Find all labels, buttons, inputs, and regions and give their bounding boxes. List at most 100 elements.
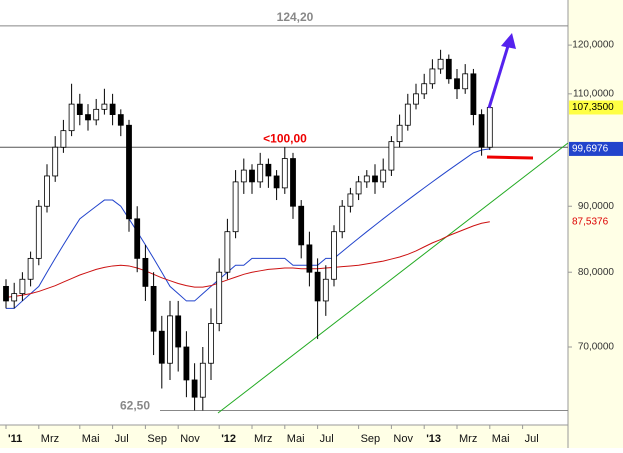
x-tick-label: Jul [115,433,129,445]
x-tick-label: '12 [221,433,236,445]
candle-body [240,169,247,183]
candle-body [437,58,444,70]
candle-body [150,285,157,332]
candle-body [396,124,403,143]
candle-body [249,169,255,183]
candle-body [134,218,141,259]
level-label: <100,00 [263,131,307,145]
x-tick-label: '13 [426,433,441,445]
y-tick-label: 70,0000 [578,342,615,353]
candle-body [27,257,34,280]
candle-body [44,175,50,207]
last-value-label: 87,5376 [572,216,609,227]
x-tick-label: Mrz [459,433,477,445]
x-tick-label: Nov [393,433,413,445]
x-tick-label: Nov [180,433,200,445]
last-value-label: 99,6976 [572,144,609,155]
layer [3,49,493,411]
candle-body [470,73,477,115]
candle-body [314,271,321,302]
candle-body [388,141,395,171]
candle-body [429,68,436,85]
candle-body [265,163,272,177]
candle-body [183,346,190,381]
support-marker [486,155,534,160]
x-tick-label: Sep [361,433,381,445]
y-tick-label: 120,0000 [572,40,614,51]
layer: 120,0000 110,0000 90,0000 80,0000 70,0000 '11… [5,10,623,445]
candle-body [35,205,42,259]
y-tick-label: 80,0000 [578,267,615,278]
x-tick-label: Mrz [254,433,272,445]
candle-body [76,103,83,115]
candle-body [126,124,132,220]
candle-body [257,163,264,183]
candle-body [363,175,370,183]
candle-body [232,181,239,233]
candle-body [117,114,124,126]
y-tick-label: 90,0000 [578,201,615,212]
candle-body [85,114,91,121]
candle-body [339,205,346,233]
last-value-box [569,100,623,115]
candle-body [331,231,337,280]
level-label: 124,20 [277,10,314,24]
candle-body [421,83,428,95]
candle-body [372,175,378,183]
candle-body [3,285,9,302]
candle-body [199,362,206,398]
candle-body [454,78,460,90]
moving-average [5,221,490,298]
candle-body [355,181,362,195]
x-tick-label: Jul [320,433,334,445]
candle-body [158,330,165,364]
x-axis-panel [0,425,623,448]
x-tick-label: '11 [8,433,22,445]
candle-body [109,103,116,115]
candle-body [68,103,75,132]
candle-body [191,379,198,398]
candle-body [273,175,280,189]
candle-body [404,103,411,126]
last-value-box [569,214,623,229]
candle-body [290,158,296,207]
candle-body [142,257,149,287]
candle-body [445,58,452,80]
candle-body [322,278,329,302]
x-tick-label: Mai [492,433,510,445]
last-value-box [569,141,623,156]
candle-body [224,231,231,273]
candle-body [11,293,18,302]
candle-body [93,108,100,121]
candle-body [486,107,493,148]
x-tick-label: Sep [147,433,167,445]
candle-body [167,315,173,364]
candle-body [175,315,182,348]
moving-average [6,148,490,309]
candle-body [19,278,26,295]
candle-body [60,130,67,148]
plot-area [0,0,568,425]
arrow-head [501,33,516,49]
candle-body [208,323,214,364]
trend-line [217,142,569,414]
candle-body [306,244,313,273]
layer [0,25,568,411]
candle-body [281,158,288,189]
candle-body [298,205,305,246]
x-tick-label: Jul [525,433,539,445]
last-value-label: 107,3500 [572,102,614,113]
candle-body [216,271,223,324]
candle-body [478,114,485,148]
x-tick-label: Mrz [41,433,59,445]
candle-body [101,103,108,110]
candle-body [380,169,387,183]
candle-body [413,93,419,105]
candle-body [52,146,59,177]
y-tick-label: 110,0000 [573,88,614,99]
x-tick-label: Mai [287,433,305,445]
arrow [487,45,510,109]
level-label: 62,50 [120,399,150,413]
